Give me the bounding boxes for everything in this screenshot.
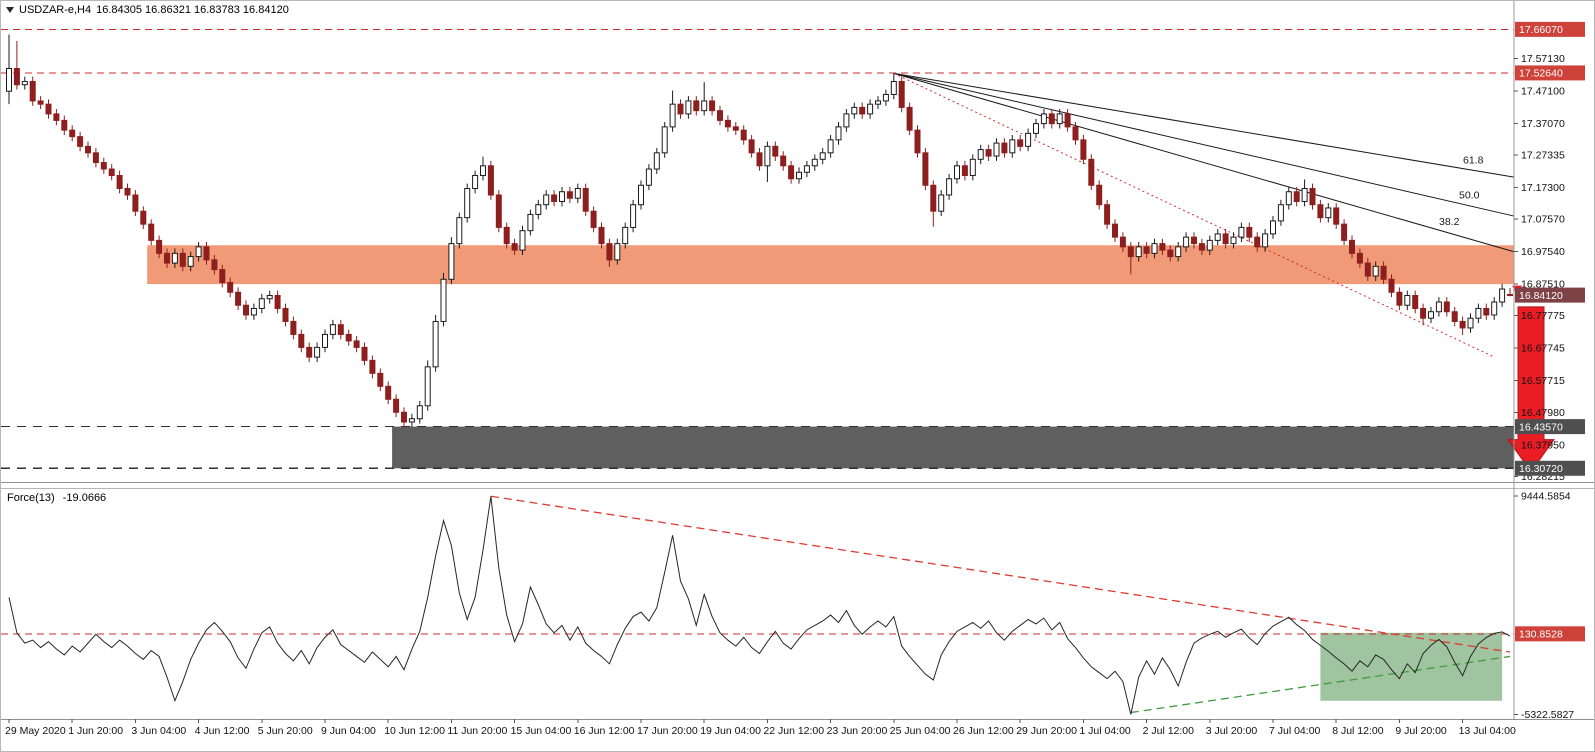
price-badge <box>1515 626 1585 642</box>
price-tick-label: 17.27335 <box>1521 149 1565 161</box>
demand-zone[interactable] <box>392 426 1515 469</box>
fib-label-38.2: 38.2 <box>1439 216 1460 228</box>
price-axis[interactable]: 17.57130 17.47100 17.37070 17.27335 17.17300… <box>1513 1 1585 721</box>
indicator-value: -19.0666 <box>62 492 107 504</box>
supply-zone[interactable] <box>147 245 1515 285</box>
indicator-label-bar: Force(13) -19.0666 <box>7 492 111 504</box>
ohlc-values: 16.84305 16.86321 16.83783 16.84120 <box>96 4 289 16</box>
time-tick-label: 9 Jul 20:00 <box>1395 725 1447 737</box>
price-badge <box>1515 21 1585 37</box>
time-tick-label: 2 Jul 12:00 <box>1143 725 1195 737</box>
fib-label-61.8: 61.8 <box>1463 155 1484 167</box>
price-badge-label: 17.66070 <box>1519 24 1563 36</box>
indicator-tick-label: 9444.5854 <box>1521 491 1571 503</box>
force-index-panel[interactable] <box>1 495 1514 715</box>
descending-dotted-trendline[interactable] <box>893 72 1495 358</box>
chart-symbol-icon <box>6 7 14 13</box>
price-tick-label: 17.07570 <box>1521 214 1565 226</box>
time-tick-label: 16 Jun 12:00 <box>574 725 635 737</box>
time-tick-label: 23 Jun 20:00 <box>827 725 888 737</box>
time-tick-label: 1 Jul 04:00 <box>1079 725 1131 737</box>
price-tick-label: 17.17300 <box>1521 182 1565 194</box>
price-badge-label: 16.30720 <box>1519 463 1563 475</box>
time-tick-label: 4 Jun 12:00 <box>195 725 250 737</box>
indicator-tick-label: -5322.5827 <box>1521 709 1574 721</box>
time-tick-label: 29 May 2020 <box>5 725 66 737</box>
price-tick-label: 16.37950 <box>1521 439 1565 451</box>
price-tick-label: 16.57715 <box>1521 375 1565 387</box>
time-tick-label: 22 Jun 12:00 <box>763 725 824 737</box>
fan-trendline-50.0[interactable] <box>893 72 1515 217</box>
candles-series[interactable] <box>6 34 1513 428</box>
time-tick-label: 10 Jun 12:00 <box>384 725 445 737</box>
price-tick-label: 17.47100 <box>1521 85 1565 97</box>
price-tick-label: 16.67745 <box>1521 343 1565 355</box>
time-tick-label: 1 Jun 20:00 <box>68 725 123 737</box>
fib-label-50.0: 50.0 <box>1459 189 1480 201</box>
price-tick-label: 16.47980 <box>1521 407 1565 419</box>
time-tick-label: 7 Jul 04:00 <box>1269 725 1321 737</box>
force-ascending-trendline[interactable] <box>1130 655 1511 714</box>
price-badge <box>1515 287 1585 303</box>
time-tick-label: 9 Jun 04:00 <box>321 725 376 737</box>
price-badge-label: 16.43570 <box>1519 421 1563 433</box>
price-tick-label: 16.97540 <box>1521 246 1565 258</box>
panel-divider <box>1 482 1594 489</box>
price-tick-label: 16.77775 <box>1521 310 1565 322</box>
time-axis[interactable]: 29 May 2020 1 Jun 20:00 3 Jun 04:00 4 Jun 1… <box>1 719 1595 737</box>
price-badge <box>1515 460 1585 476</box>
symbol-timeframe-label: USDZAR-e,H4 <box>19 4 92 16</box>
bullish-divergence-zone[interactable] <box>1320 632 1503 701</box>
price-tick-label: 17.37070 <box>1521 118 1565 130</box>
time-tick-label: 17 Jun 20:00 <box>637 725 698 737</box>
horizontal-levels <box>1 28 1514 469</box>
fib-fan: 61.8 50.0 38.2 <box>893 72 1515 253</box>
price-badge <box>1515 419 1585 435</box>
price-zones <box>147 245 1515 469</box>
time-tick-label: 8 Jul 12:00 <box>1332 725 1384 737</box>
time-tick-label: 26 Jun 12:00 <box>953 725 1014 737</box>
time-tick-label: 3 Jun 04:00 <box>131 725 186 737</box>
time-tick-label: 3 Jul 20:00 <box>1206 725 1258 737</box>
time-tick-label: 19 Jun 04:00 <box>700 725 761 737</box>
time-tick-label: 11 Jun 20:00 <box>447 725 507 737</box>
force-descending-trendline[interactable] <box>490 495 1511 653</box>
time-tick-label: 15 Jun 04:00 <box>511 725 572 737</box>
time-tick-label: 29 Jun 20:00 <box>1016 725 1077 737</box>
time-tick-label: 13 Jul 04:00 <box>1459 725 1516 737</box>
fan-trendline-38.2[interactable] <box>893 72 1515 253</box>
price-badge-label: 17.52640 <box>1519 68 1563 80</box>
time-tick-label: 25 Jun 04:00 <box>890 725 951 737</box>
chart-title-bar: USDZAR-e,H4 16.84305 16.86321 16.83783 1… <box>6 4 289 16</box>
indicator-name: Force(13) <box>7 492 55 504</box>
price-badge <box>1515 65 1585 81</box>
time-tick-label: 5 Jun 20:00 <box>258 725 313 737</box>
price-badge-label: 16.84120 <box>1519 290 1563 302</box>
fan-trendline-61.8[interactable] <box>893 72 1515 178</box>
force-index-line <box>8 496 1511 715</box>
price-tick-label: 17.57130 <box>1521 53 1565 65</box>
price-badge-label: 130.8528 <box>1519 629 1563 641</box>
